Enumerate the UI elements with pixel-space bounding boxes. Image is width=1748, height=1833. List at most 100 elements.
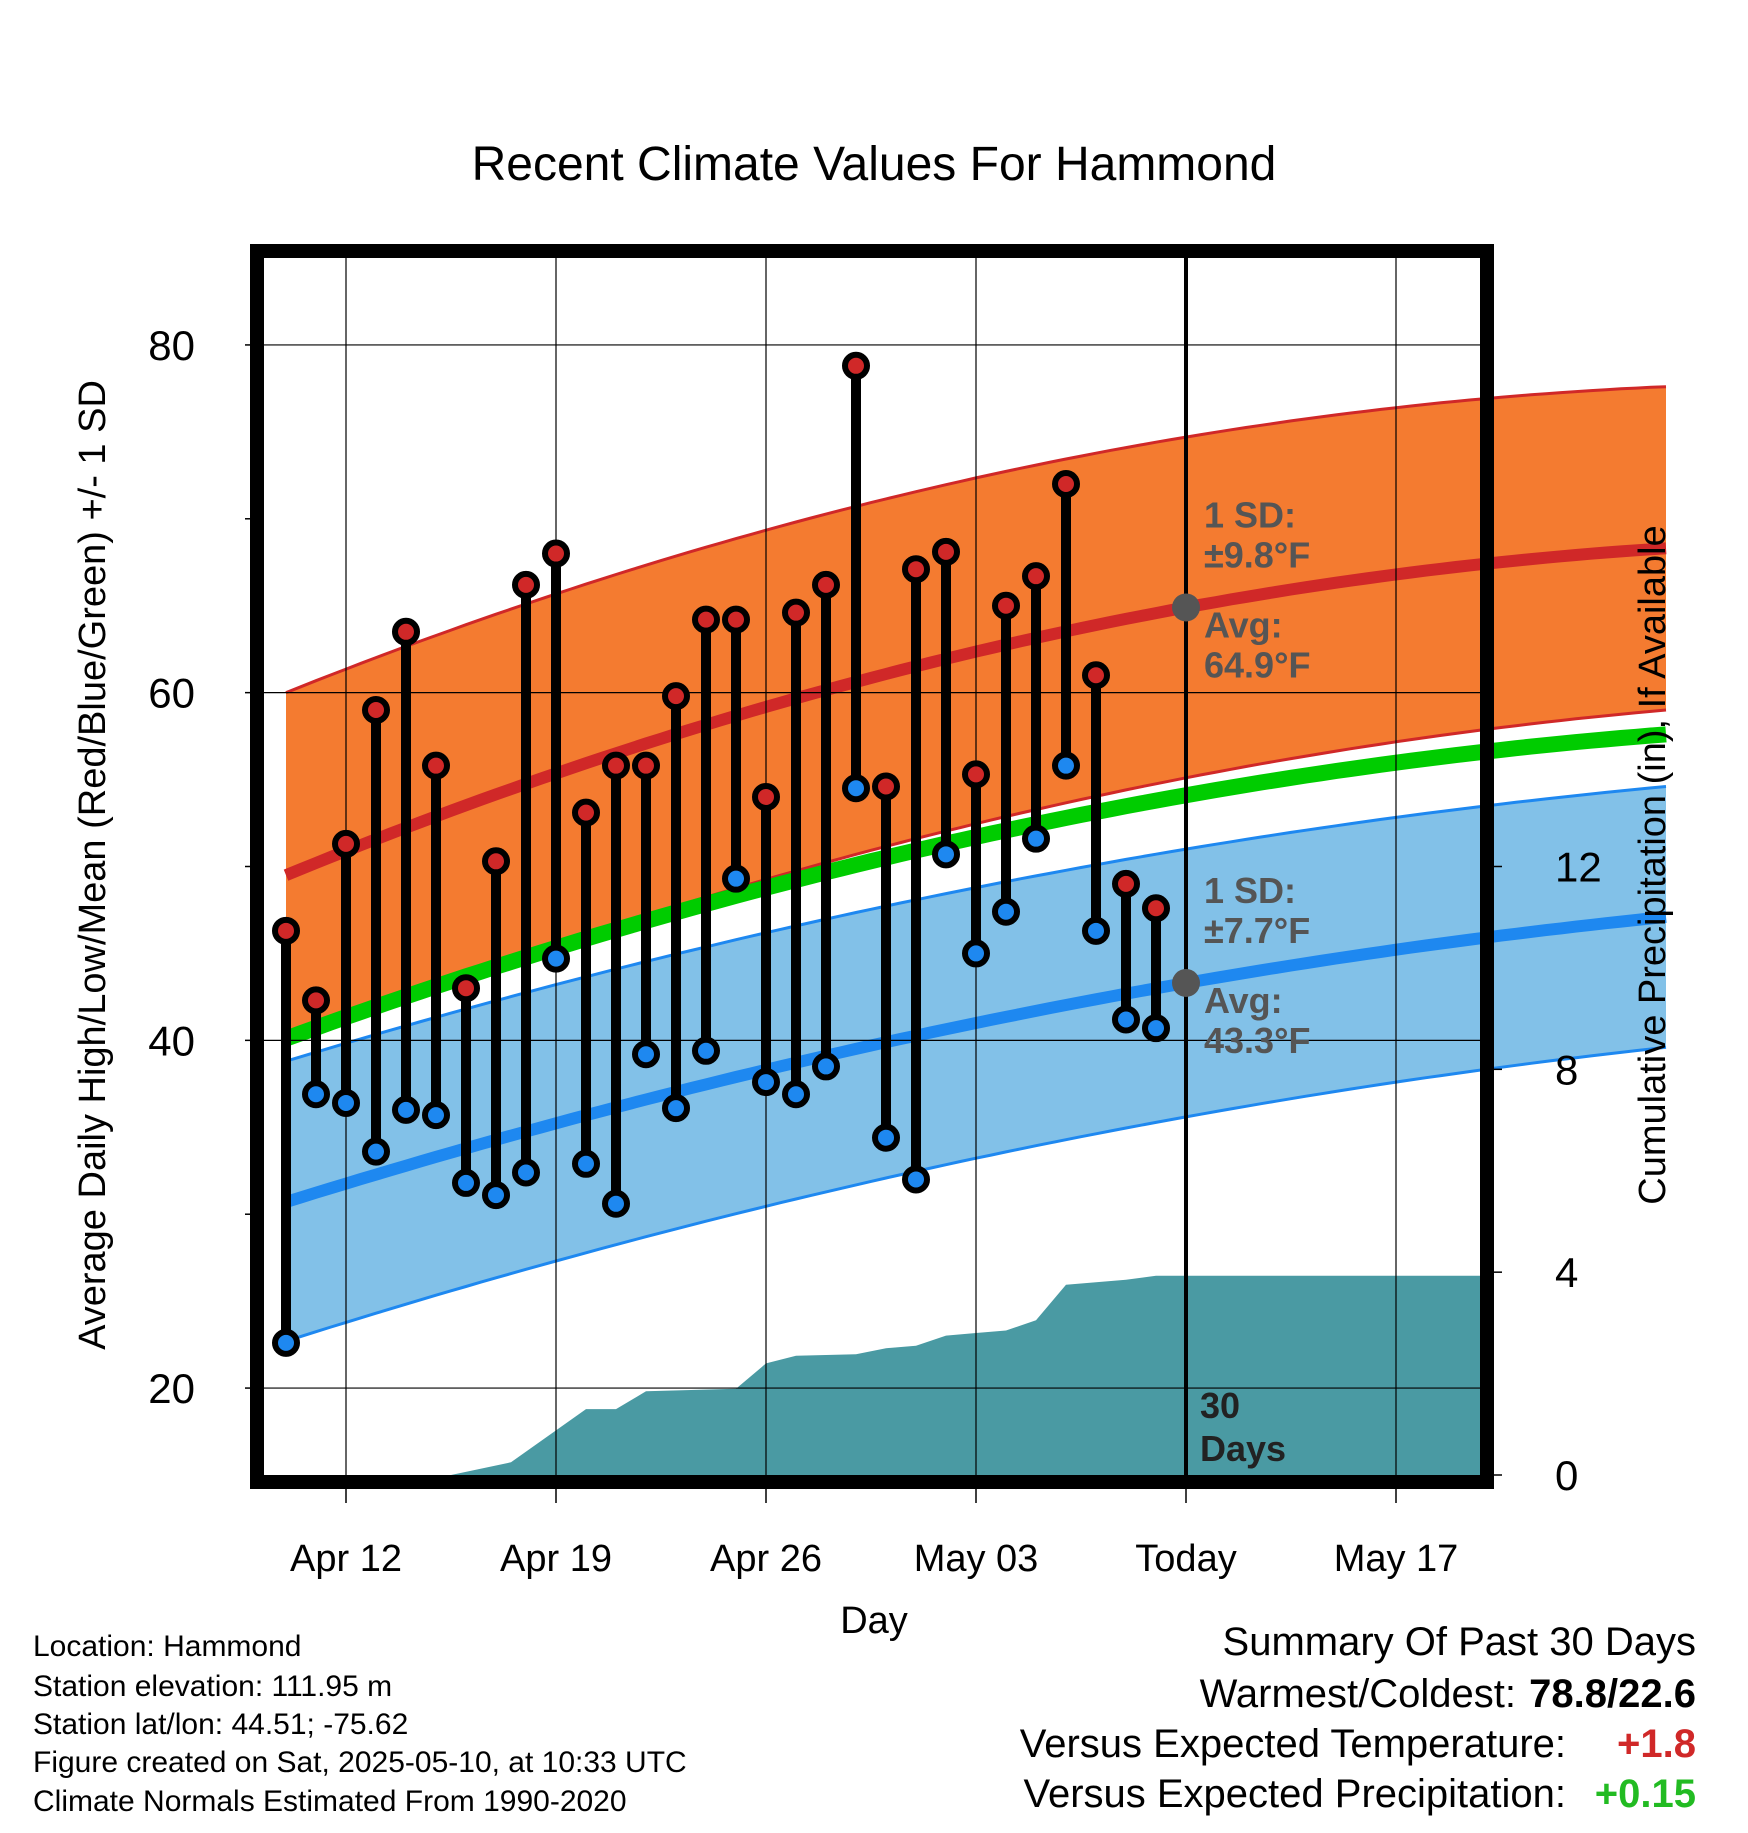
y-axis-label-left: Average Daily High/Low/Mean (Red/Blue/Gr… xyxy=(72,380,114,1350)
daily-high-dot xyxy=(782,598,810,627)
daily-low-dot xyxy=(1112,1005,1140,1034)
daily-high-dot xyxy=(722,605,750,634)
daily-low-dot xyxy=(632,1040,660,1069)
daily-high-dot xyxy=(902,555,930,584)
daily-high-dot xyxy=(962,760,990,789)
daily-low-dot xyxy=(542,944,570,973)
precip-area xyxy=(265,1275,1483,1475)
daily-high-dot xyxy=(272,916,300,945)
daily-high-dot xyxy=(1112,869,1140,898)
y-right-tick-label: 0 xyxy=(1555,1452,1578,1499)
low-sd-annotation: 1 SD: ±7.7°F xyxy=(1204,870,1310,951)
daily-low-dot xyxy=(392,1095,420,1124)
daily-low-dot xyxy=(1142,1014,1170,1043)
daily-low-dot xyxy=(752,1068,780,1097)
daily-low-dot xyxy=(932,840,960,869)
y-left-tick-label: 40 xyxy=(148,1017,195,1064)
low-avg-annotation: Avg: 43.3°F xyxy=(1204,980,1310,1061)
daily-low-dot xyxy=(992,897,1020,926)
daily-low-dot xyxy=(722,864,750,893)
daily-high-dot xyxy=(752,782,780,811)
daily-high-dot xyxy=(452,974,480,1003)
daily-high-dot xyxy=(1082,661,1110,690)
daily-low-dot xyxy=(902,1165,930,1194)
y-right-tick-label: 4 xyxy=(1555,1249,1578,1296)
summary-heading: Summary Of Past 30 Days xyxy=(1222,1620,1696,1664)
daily-high-dot xyxy=(512,570,540,599)
x-tick-label: Today xyxy=(1135,1538,1236,1580)
info-location: Location: Hammond xyxy=(33,1630,302,1663)
daily-high-dot xyxy=(602,751,630,780)
daily-low-dot xyxy=(1082,916,1110,945)
high-sd-annotation: 1 SD: ±9.8°F xyxy=(1204,494,1310,575)
today-low-avg-marker xyxy=(1172,968,1200,997)
daily-high-dot xyxy=(392,617,420,646)
info-latlon: Station lat/lon: 44.51; -75.62 xyxy=(33,1708,409,1741)
daily-high-dot xyxy=(812,570,840,599)
daily-low-dot xyxy=(962,939,990,968)
daily-low-dot xyxy=(812,1052,840,1081)
daily-low-dot xyxy=(1022,824,1050,853)
x-tick-label: May 03 xyxy=(914,1538,1039,1580)
summary-temp-label: Versus Expected Temperature: xyxy=(1019,1722,1566,1766)
daily-high-dot xyxy=(482,847,510,876)
daily-low-dot xyxy=(512,1158,540,1187)
daily-high-dot xyxy=(872,772,900,801)
high-avg-annotation: Avg: 64.9°F xyxy=(1204,604,1310,685)
daily-high-dot xyxy=(842,351,870,380)
summary-temp-value: +1.8 xyxy=(1617,1722,1696,1766)
summary-precip-label: Versus Expected Precipitation: xyxy=(1023,1772,1566,1816)
daily-high-dot xyxy=(992,591,1020,620)
daily-high-dot xyxy=(692,605,720,634)
x-axis-label: Day xyxy=(840,1600,908,1642)
y-right-tick-label: 8 xyxy=(1555,1046,1578,1093)
daily-high-dot xyxy=(362,696,390,725)
daily-high-dot xyxy=(662,682,690,711)
daily-low-dot xyxy=(362,1137,390,1166)
daily-high-dot xyxy=(302,986,330,1015)
daily-high-dot xyxy=(422,751,450,780)
days-window-label: 30 Days xyxy=(1200,1385,1286,1469)
daily-low-dot xyxy=(662,1094,690,1123)
daily-low-dot xyxy=(422,1101,450,1130)
plot-layer: 1 SD: ±9.8°F Avg: 64.9°F 1 SD: ±7.7°F Avg: 43.3… xyxy=(148,244,1667,1580)
daily-high-dot xyxy=(572,798,600,827)
daily-low-dot xyxy=(332,1088,360,1117)
summary-precip-value: +0.15 xyxy=(1594,1772,1696,1816)
daily-high-dot xyxy=(1022,562,1050,591)
daily-high-dot xyxy=(932,537,960,566)
daily-high-dot xyxy=(632,751,660,780)
today-high-avg-marker xyxy=(1172,593,1200,622)
info-elevation: Station elevation: 111.95 m xyxy=(33,1670,393,1703)
daily-low-dot xyxy=(602,1189,630,1218)
x-tick-label: Apr 19 xyxy=(500,1538,612,1580)
daily-low-dot xyxy=(452,1168,480,1197)
daily-low-dot xyxy=(572,1149,600,1178)
daily-low-dot xyxy=(272,1328,300,1357)
summary-warm-cold-label: Warmest/Coldest: xyxy=(1199,1672,1516,1716)
y-left-tick-label: 20 xyxy=(148,1365,195,1412)
daily-low-dot xyxy=(1052,751,1080,780)
daily-high-dot xyxy=(1052,470,1080,499)
x-tick-label: May 17 xyxy=(1334,1538,1459,1580)
x-tick-label: Apr 12 xyxy=(290,1538,402,1580)
summary-warm-cold-value: 78.8/22.6 xyxy=(1529,1672,1696,1716)
daily-low-dot xyxy=(692,1036,720,1065)
daily-low-dot xyxy=(302,1080,330,1109)
chart-title: Recent Climate Values For Hammond xyxy=(472,138,1277,191)
daily-low-dot xyxy=(872,1123,900,1152)
y-axis-label-right: Cumulative Precipitation (in), If Availa… xyxy=(1632,525,1674,1204)
daily-high-dot xyxy=(542,539,570,568)
daily-high-dot xyxy=(332,829,360,858)
daily-low-dot xyxy=(482,1181,510,1210)
info-normals: Climate Normals Estimated From 1990-2020 xyxy=(33,1785,627,1818)
y-left-tick-label: 60 xyxy=(148,670,195,717)
daily-low-dot xyxy=(842,774,870,803)
x-tick-label: Apr 26 xyxy=(710,1538,822,1580)
daily-high-dot xyxy=(1142,894,1170,923)
y-right-tick-label: 12 xyxy=(1555,844,1602,891)
y-left-tick-label: 80 xyxy=(148,322,195,369)
daily-low-dot xyxy=(782,1080,810,1109)
